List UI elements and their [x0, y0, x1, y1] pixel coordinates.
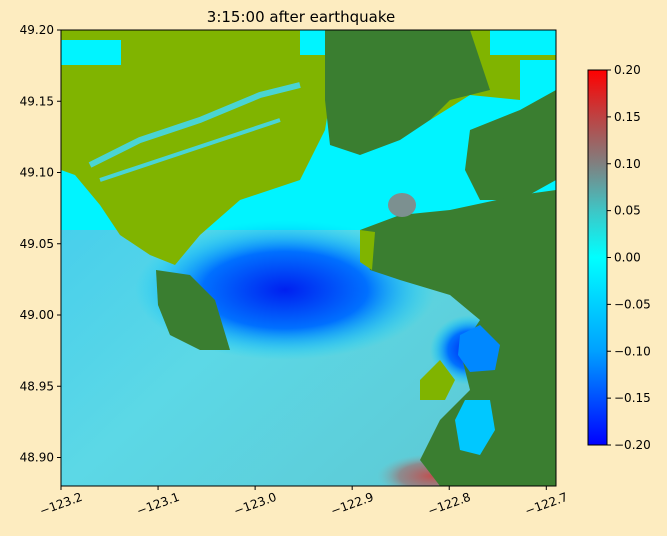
colorbar-tick-label: −0.15 [614, 391, 651, 405]
colorbar-tick-label: 0.15 [614, 110, 641, 124]
colorbar [587, 69, 608, 446]
y-tick-label: 48.90 [20, 451, 54, 465]
plot-area-frame [60, 29, 557, 487]
y-tick-label: 49.20 [20, 23, 54, 37]
y-tick-label: 49.00 [20, 308, 54, 322]
colorbar-tick-label: 0.10 [614, 157, 641, 171]
colorbar-tick-label: 0.20 [614, 63, 641, 77]
y-tick-label: 49.10 [20, 166, 54, 180]
x-tick-label: −123.2 [38, 490, 85, 518]
colorbar-tick-label: −0.20 [614, 438, 651, 452]
x-axis: −123.2 −123.1 −123.0 −122.9 −122.8 −122.7 [38, 486, 570, 518]
y-axis: 48.90 48.95 49.00 49.05 49.10 49.15 49.20 [20, 23, 61, 465]
colorbar-axis: 0.20 0.15 0.10 0.05 0.00 −0.05 −0.10 −0.15 −0.20 [607, 63, 651, 452]
x-tick-label: −122.7 [523, 490, 570, 518]
x-tick-label: −122.8 [426, 490, 473, 518]
y-tick-label: 48.95 [20, 379, 54, 393]
heatmap-image [61, 30, 556, 486]
colorbar-tick-label: −0.05 [614, 297, 651, 311]
colorbar-tick-label: −0.10 [614, 344, 651, 358]
chart-title: 3:15:00 after earthquake [207, 8, 395, 26]
x-tick-label: −123.1 [135, 490, 182, 518]
colorbar-tick-label: 0.00 [614, 251, 641, 265]
x-tick-label: −123.0 [232, 490, 279, 518]
y-tick-label: 49.15 [20, 94, 54, 108]
x-tick-label: −122.9 [329, 490, 376, 518]
colorbar-tick-label: 0.05 [614, 204, 641, 218]
y-tick-label: 49.05 [20, 237, 54, 251]
